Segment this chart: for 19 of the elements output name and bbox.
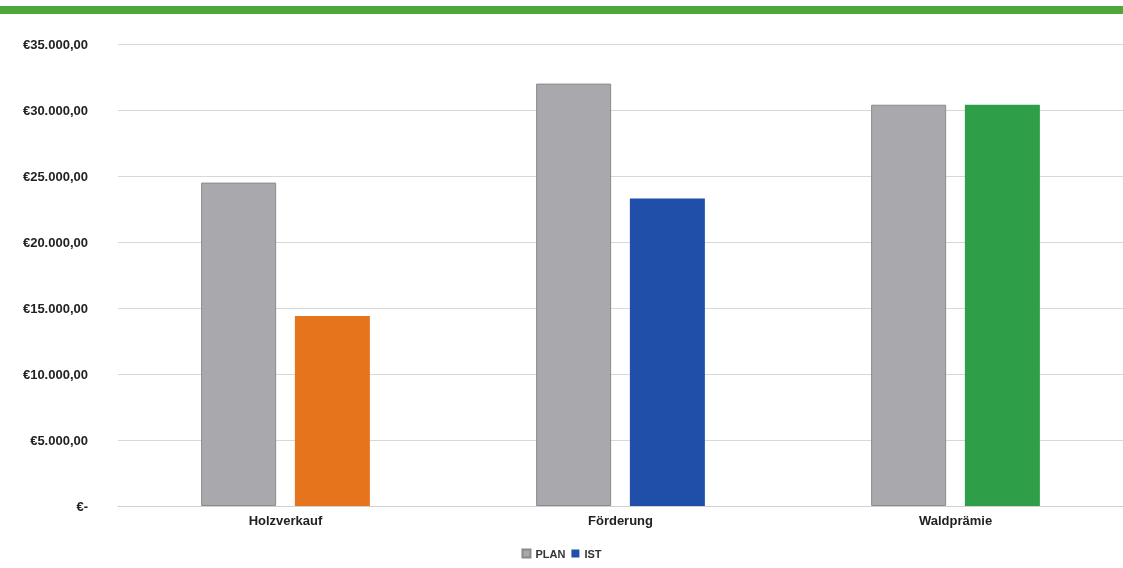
y-tick-label: €-: [76, 498, 88, 514]
y-tick-label: €15.000,00: [22, 300, 88, 316]
y-tick-label: €35.000,00: [22, 36, 88, 52]
y-tick-label: €30.000,00: [22, 102, 88, 118]
x-tick-label: Holzverkauf: [248, 513, 324, 528]
bar: [964, 104, 1040, 506]
x-tick-label: Waldprämie: [918, 513, 993, 528]
legend-label: IST: [584, 547, 602, 560]
bar: [294, 315, 370, 506]
bar: [201, 182, 277, 506]
y-tick-label: €10.000,00: [22, 366, 88, 382]
y-tick-label: €25.000,00: [22, 168, 88, 184]
y-tick-label: €5.000,00: [30, 432, 88, 448]
x-tick-label: Förderung: [588, 513, 654, 528]
legend-label: PLAN: [535, 547, 566, 560]
bar: [629, 198, 705, 506]
y-tick-label: €20.000,00: [22, 234, 88, 250]
bar: [536, 83, 612, 506]
bar: [871, 104, 947, 506]
